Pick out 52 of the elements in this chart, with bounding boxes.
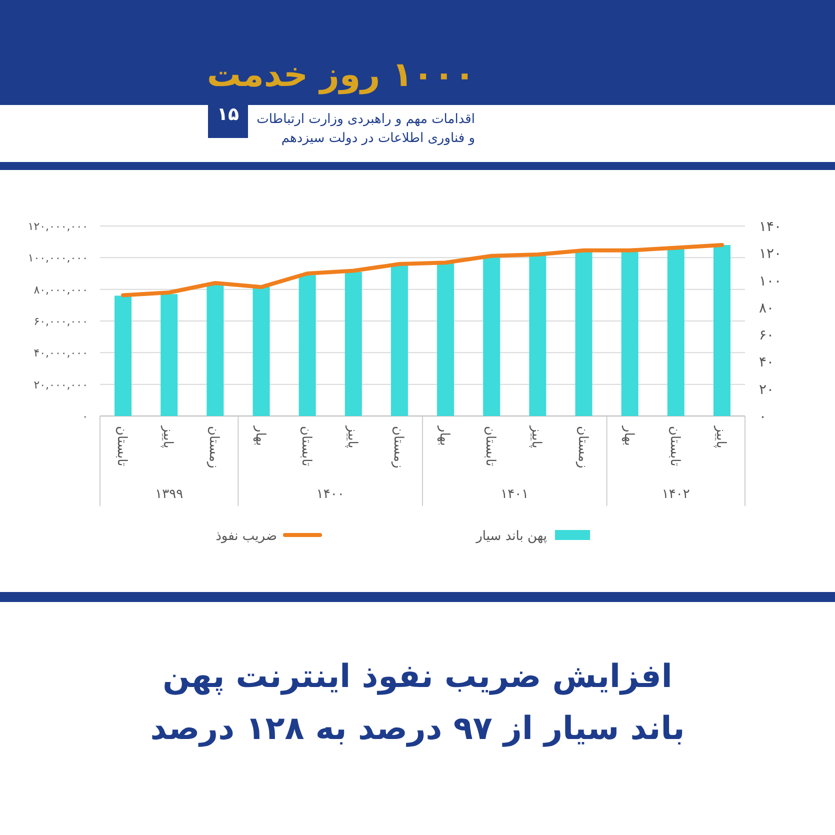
x-tick-label: بهار — [620, 425, 636, 446]
legend-label: ضریب نفوذ — [216, 529, 277, 544]
x-tick-label: زمستان — [206, 426, 222, 468]
bar — [298, 275, 316, 416]
y-tick-label: ۴۰,۰۰۰,۰۰۰ — [34, 346, 88, 360]
bar — [252, 286, 270, 416]
x-tick-label: بهار — [436, 425, 452, 446]
x-tick-label: تابستان — [298, 426, 314, 467]
text: ۱۳۹۹ — [155, 487, 184, 502]
x-tick-label: بهار — [252, 425, 268, 446]
y-tick-label: ۱۲۰,۰۰۰,۰۰۰ — [28, 220, 88, 233]
bar — [160, 294, 178, 416]
x-tick-label: پاییز — [528, 425, 544, 449]
text: افزایش ضریب نفوذ اینترنت پهن باند سیار از ۹۷ درصد به ۱۲۸ درصد — [150, 656, 685, 749]
bar — [529, 254, 546, 416]
text: ۱۰۰۰ روز خدمت — [206, 55, 475, 95]
y2-tick-label: ۰ — [759, 409, 767, 425]
y2-tick-label: ۱۴۰ — [759, 219, 782, 235]
y-tick-label: ۰ — [82, 410, 88, 423]
x-tick-label: زمستان — [574, 426, 590, 468]
bar — [483, 256, 500, 416]
y2-tick-label: ۴۰ — [759, 354, 774, 371]
bar — [206, 283, 224, 416]
x-tick-label: پاییز — [160, 425, 176, 449]
y2-tick-label: ۶۰ — [759, 328, 774, 344]
bar — [390, 266, 408, 416]
legend-label: پهن باند سیار — [475, 529, 548, 544]
y-tick-label: ۸۰,۰۰۰,۰۰۰ — [34, 283, 88, 296]
text: ۱۵ — [217, 104, 239, 125]
x-tick-label: پاییز — [344, 425, 360, 449]
y2-tick-label: ۸۰ — [759, 300, 774, 316]
text: اقدامات مهم و راهبردی وزارت ارتباطات و فناوری اطلاعات در دولت سیزدهم — [256, 111, 475, 148]
bar — [437, 262, 454, 416]
y-tick-label: ۶۰,۰۰۰,۰۰۰ — [34, 315, 88, 328]
line-series — [121, 243, 724, 298]
y2-tick-label: ۱۲۰ — [759, 246, 782, 262]
bar — [713, 245, 730, 416]
y-tick-label: ۲۰,۰۰۰,۰۰۰ — [34, 378, 88, 392]
bar — [114, 296, 132, 416]
x-tick-label: تابستان — [666, 426, 682, 467]
x-tick-label: پاییز — [712, 425, 728, 449]
text: ۱۴۰۰ — [316, 487, 344, 502]
x-tick-label: تابستان — [114, 426, 130, 467]
text: ۱۴۰۱ — [500, 487, 529, 502]
bar — [344, 272, 362, 416]
y2-tick-label: ۱۰۰ — [759, 273, 782, 290]
y-tick-label: ۱۰۰,۰۰۰,۰۰۰ — [28, 252, 88, 265]
x-tick-label: زمستان — [390, 426, 406, 468]
x-tick-label: تابستان — [482, 426, 498, 467]
bar — [621, 250, 638, 416]
y2-tick-label: ۲۰ — [759, 382, 774, 398]
text: ۱۴۰۲ — [662, 487, 690, 502]
